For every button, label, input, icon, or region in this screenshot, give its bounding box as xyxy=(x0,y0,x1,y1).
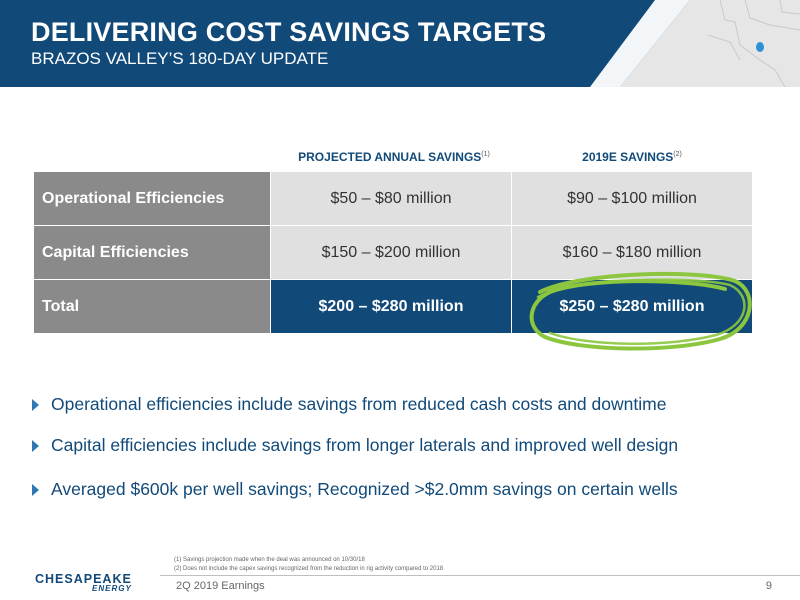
bullet-text: Operational efficiencies include savings… xyxy=(51,394,667,414)
row-label: Capital Efficiencies xyxy=(34,226,270,279)
bullet-arrow-icon xyxy=(32,483,39,496)
footnotes: (1) Savings projection made when the dea… xyxy=(174,556,443,574)
list-item: Capital efficiencies include savings fro… xyxy=(32,435,678,456)
table-row: Operational Efficiencies $50 – $80 milli… xyxy=(34,172,752,225)
page-subtitle: BRAZOS VALLEY’S 180-DAY UPDATE xyxy=(31,49,329,68)
projected-value: $150 – $200 million xyxy=(271,226,511,279)
location-drop-icon xyxy=(756,42,764,52)
bullet-text: Averaged $600k per well savings; Recogni… xyxy=(51,479,678,499)
slide-header: DELIVERING COST SAVINGS TARGETS BRAZOS V… xyxy=(0,0,800,87)
row-label: Total xyxy=(34,280,270,333)
footnote-ref-1: (1) xyxy=(481,151,490,158)
footer-divider xyxy=(160,575,800,576)
footer-label: 2Q 2019 Earnings xyxy=(176,580,265,592)
table-row-total: Total $200 – $280 million $250 – $280 mi… xyxy=(34,280,752,333)
footnote-ref-2: (2) xyxy=(673,151,682,158)
list-item: Averaged $600k per well savings; Recogni… xyxy=(32,479,678,500)
logo-name: CHESAPEAKE xyxy=(35,572,132,586)
column-header-2019e: 2019E SAVINGS(2) xyxy=(512,150,752,164)
column-header-projected: PROJECTED ANNUAL SAVINGS(1) xyxy=(274,150,514,164)
bullet-text: Capital efficiencies include savings fro… xyxy=(51,435,679,455)
bullet-arrow-icon xyxy=(32,439,39,452)
bullet-arrow-icon xyxy=(32,398,39,411)
table-row: Capital Efficiencies $150 – $200 million… xyxy=(34,226,752,279)
logo-sub: ENERGY xyxy=(92,584,132,593)
page-number: 9 xyxy=(765,580,772,592)
projected-total-value: $200 – $280 million xyxy=(271,280,511,333)
page-title: DELIVERING COST SAVINGS TARGETS xyxy=(31,17,547,47)
row-label: Operational Efficiencies xyxy=(34,172,270,225)
footnote: (1) Savings projection made when the dea… xyxy=(174,557,365,563)
column-header-2019e-label: 2019E SAVINGS xyxy=(582,150,674,164)
highlight-circle-graphic xyxy=(529,271,752,351)
column-header-projected-label: PROJECTED ANNUAL SAVINGS xyxy=(298,150,482,164)
savings-2019e-value: $90 – $100 million xyxy=(512,172,752,225)
projected-value: $50 – $80 million xyxy=(271,172,511,225)
footnote: (2) Does not include the capex savings r… xyxy=(174,566,444,572)
list-item: Operational efficiencies include savings… xyxy=(32,394,666,415)
company-logo: CHESAPEAKE ENERGY xyxy=(35,572,132,593)
texas-map-graphic xyxy=(590,0,800,87)
savings-2019e-value: $160 – $180 million xyxy=(512,226,752,279)
